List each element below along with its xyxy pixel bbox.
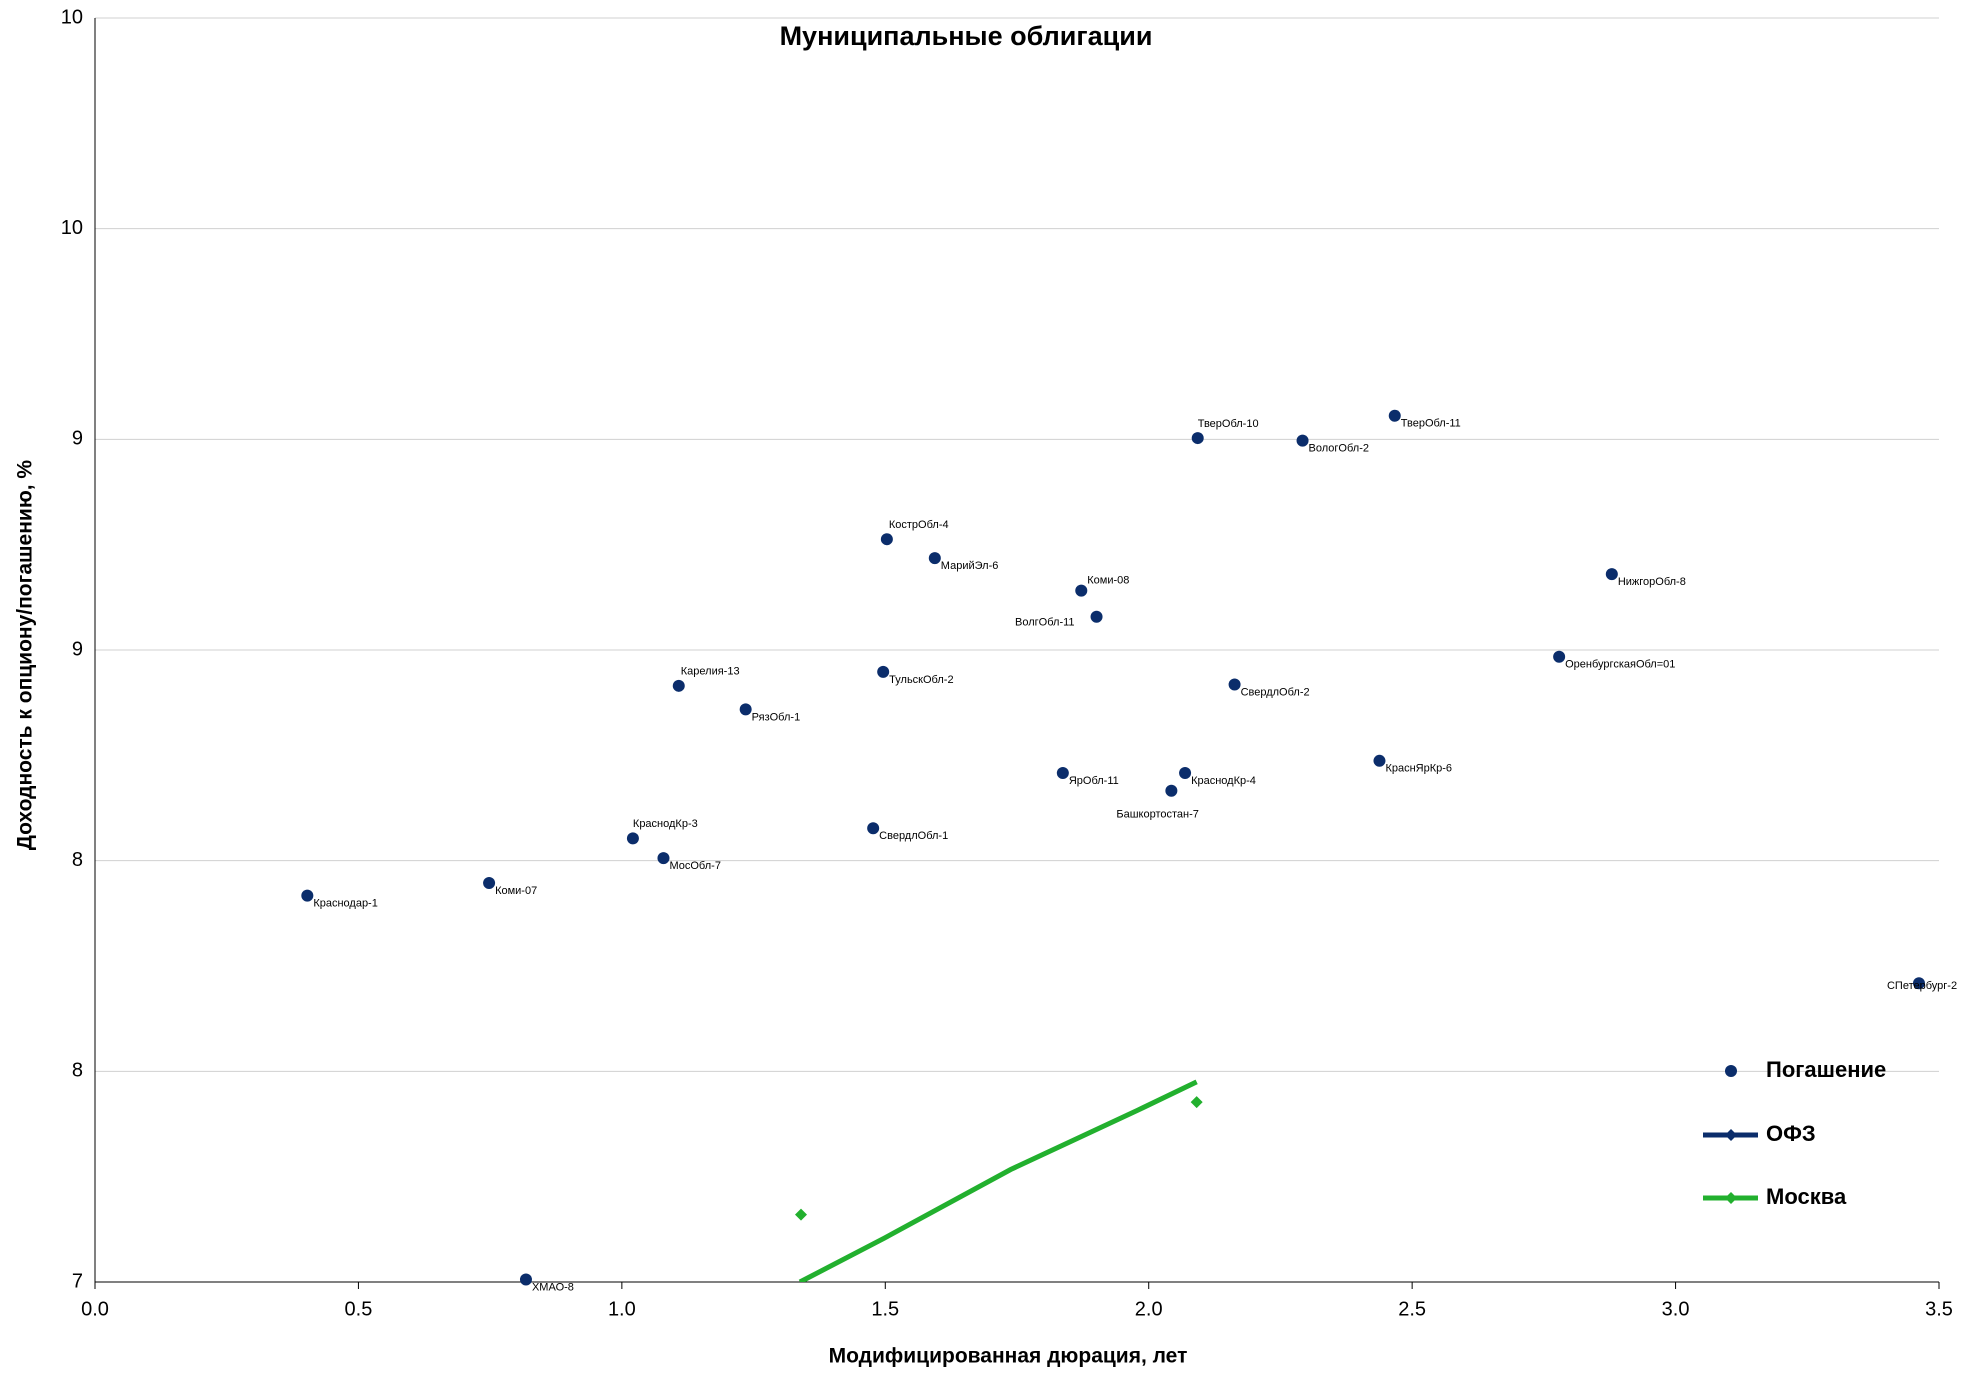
y-tick-label: 9 (72, 638, 83, 660)
x-tick-label: 2.0 (1135, 1298, 1163, 1320)
point (1191, 432, 1204, 445)
point-label: КраснодКр-4 (1191, 775, 1256, 787)
point-label: Коми-08 (1087, 574, 1129, 586)
point-label: КострОбл-4 (889, 519, 949, 531)
point (1056, 767, 1069, 780)
point-label: Карелия-13 (681, 666, 740, 678)
point-label: Краснодар-1 (313, 898, 378, 910)
point (880, 533, 893, 546)
y-tick-label: 10 (61, 217, 83, 239)
x-tick-label: 0.5 (345, 1298, 373, 1320)
point-label: Башкортостан-7 (1116, 809, 1199, 821)
x-tick-label: 0.0 (81, 1298, 109, 1320)
point-label: МосОбл-7 (669, 860, 720, 872)
point-label: РязОбл-1 (752, 711, 801, 723)
x-tick-label: 1.5 (871, 1298, 899, 1320)
legend-marker (1725, 1129, 1737, 1141)
point-label: ЯрОбл-11 (1069, 775, 1119, 787)
legend-label: Москва (1766, 1184, 1847, 1209)
point-label: ВолгОбл-11 (1015, 617, 1075, 629)
chart-title: Муниципальные облигации (780, 21, 1153, 51)
legend-marker (1725, 1065, 1737, 1077)
legend-label: ОФЗ (1766, 1121, 1816, 1146)
point (1373, 754, 1386, 767)
x-axis-label: Модифицированная дюрация, лет (829, 1345, 1188, 1368)
point-label: СвердлОбл-1 (879, 830, 948, 842)
point-label: ОренбургскаяОбл=01 (1565, 659, 1675, 671)
y-axis-label: Доходность к опциону/погашению, % (14, 460, 37, 851)
point-label: ВологОбл-2 (1309, 443, 1369, 455)
point (794, 1208, 807, 1221)
point (483, 876, 496, 889)
legend-marker (1725, 1192, 1737, 1204)
point (877, 665, 890, 678)
y-tick-label: 10 (61, 6, 83, 28)
y-tick-label: 9 (72, 428, 83, 450)
y-tick-label: 7 (72, 1270, 83, 1292)
point (626, 832, 639, 845)
point-label: МарийЭл-6 (941, 560, 999, 572)
x-tick-label: 2.5 (1398, 1298, 1426, 1320)
point (1179, 767, 1192, 780)
point (867, 822, 880, 835)
point (1228, 678, 1241, 691)
point-label: ТверОбл-11 (1401, 418, 1461, 430)
point (1190, 1096, 1203, 1109)
y-tick-label: 8 (72, 849, 83, 871)
point-label: СвердлОбл-2 (1241, 686, 1310, 698)
point (1296, 434, 1309, 447)
point (1388, 409, 1401, 422)
trend-line (798, 1079, 1198, 1282)
x-tick-label: 1.0 (608, 1298, 636, 1320)
point (1165, 784, 1178, 797)
point-label: ХМАО-8 (532, 1281, 574, 1293)
point (1605, 568, 1618, 581)
legend-label: Погашение (1766, 1057, 1886, 1082)
point (739, 703, 752, 716)
point (1553, 650, 1566, 663)
point-label: Коми-07 (495, 885, 537, 897)
point (657, 852, 670, 865)
point-label: КраснЯрКр-6 (1385, 763, 1452, 775)
point (1912, 977, 1925, 990)
point (519, 1273, 532, 1286)
y-tick-label: 8 (72, 1060, 83, 1082)
point-label: ТульскОбл-2 (889, 674, 953, 686)
point-label: КраснодКр-3 (633, 818, 698, 830)
point (672, 679, 685, 692)
point-label: СПетербург-2 (1887, 980, 1957, 992)
point-label: ТверОбл-10 (1198, 418, 1259, 430)
point (1090, 610, 1103, 623)
x-tick-label: 3.5 (1925, 1298, 1953, 1320)
point (301, 889, 314, 902)
x-tick-label: 3.0 (1662, 1298, 1690, 1320)
point (1075, 584, 1088, 597)
point (928, 552, 941, 565)
point-label: НижгорОбл-8 (1618, 576, 1686, 588)
